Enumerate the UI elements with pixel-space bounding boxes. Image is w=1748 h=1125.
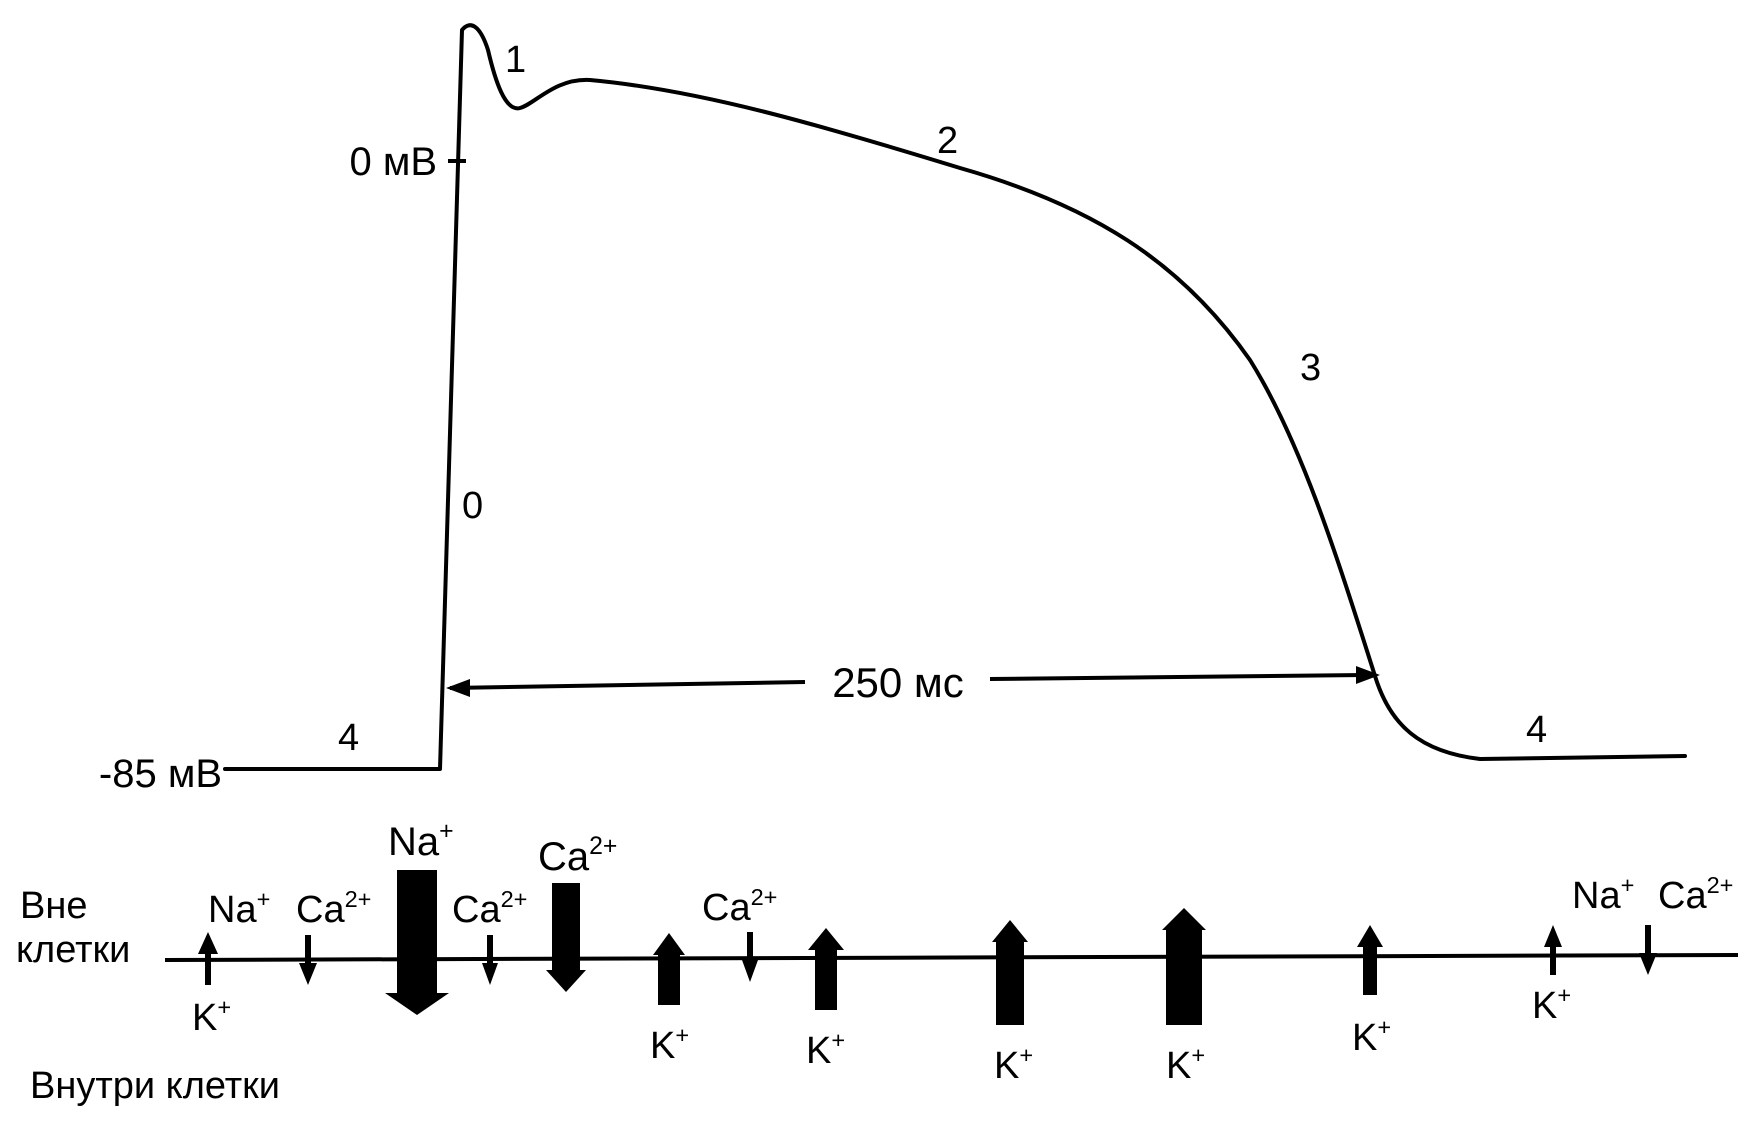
k-efflux-arrow-6 — [1357, 925, 1383, 995]
phase-0-label: 0 — [462, 485, 483, 527]
na-label-2: Na+ — [388, 818, 454, 864]
k-label-1: K+ — [192, 994, 231, 1039]
ca-label-3: Ca2+ — [538, 833, 617, 879]
k-label-6: K+ — [1352, 1014, 1391, 1059]
ca-influx-arrow-2 — [482, 935, 498, 985]
phase-3-label: 3 — [1300, 347, 1321, 389]
k-label-2: K+ — [650, 1022, 689, 1067]
rest-mv-label: -85 мВ — [99, 752, 222, 796]
k-efflux-arrow-1 — [198, 932, 218, 985]
phase-1-label: 1 — [505, 39, 526, 81]
outside-label: Вне — [20, 885, 87, 927]
inside-label: Внутри клетки — [30, 1065, 280, 1107]
k-efflux-arrow-5 — [1162, 908, 1206, 1025]
duration-label: 250 мс — [832, 659, 964, 706]
outside-label-line2: клетки — [16, 929, 130, 971]
ion-arrows — [198, 870, 1657, 1025]
ca-influx-arrow-4 — [742, 932, 758, 982]
na-influx-arrow — [385, 870, 449, 1015]
k-efflux-arrow-4 — [992, 920, 1028, 1025]
k-efflux-arrow-2 — [653, 933, 685, 1005]
k-label-7: K+ — [1532, 982, 1571, 1027]
ca-influx-arrow-5 — [1639, 925, 1657, 975]
ca-label-5: Ca2+ — [1658, 872, 1733, 917]
phase-4-left-label: 4 — [338, 717, 359, 759]
ca-label-2: Ca2+ — [452, 886, 527, 931]
k-efflux-arrow-7 — [1544, 925, 1562, 975]
k-efflux-arrow-3 — [808, 928, 844, 1010]
ca-label-1: Ca2+ — [296, 886, 371, 931]
ca-influx-arrow-1 — [299, 935, 317, 985]
ca-label-4: Ca2+ — [702, 884, 777, 929]
action-potential-curve — [223, 23, 1687, 771]
na-label-1: Na+ — [208, 886, 270, 931]
ion-labels: Na+ Ca2+Na+Ca2+Ca2+Ca2+ Na+ Ca2+K+K+ K+K+ K+ K… — [192, 818, 1733, 1087]
k-label-5: K+ — [1166, 1042, 1205, 1087]
duration-arrow — [446, 666, 1380, 697]
zero-mv-label: 0 мВ — [349, 140, 437, 184]
phase-2-label: 2 — [937, 120, 958, 162]
k-label-3: K+ — [806, 1027, 845, 1072]
phase-4-right-label: 4 — [1526, 709, 1547, 751]
ca-influx-arrow-3 — [546, 883, 586, 992]
k-label-4: K+ — [994, 1042, 1033, 1087]
na-label-3: Na+ — [1572, 872, 1634, 917]
